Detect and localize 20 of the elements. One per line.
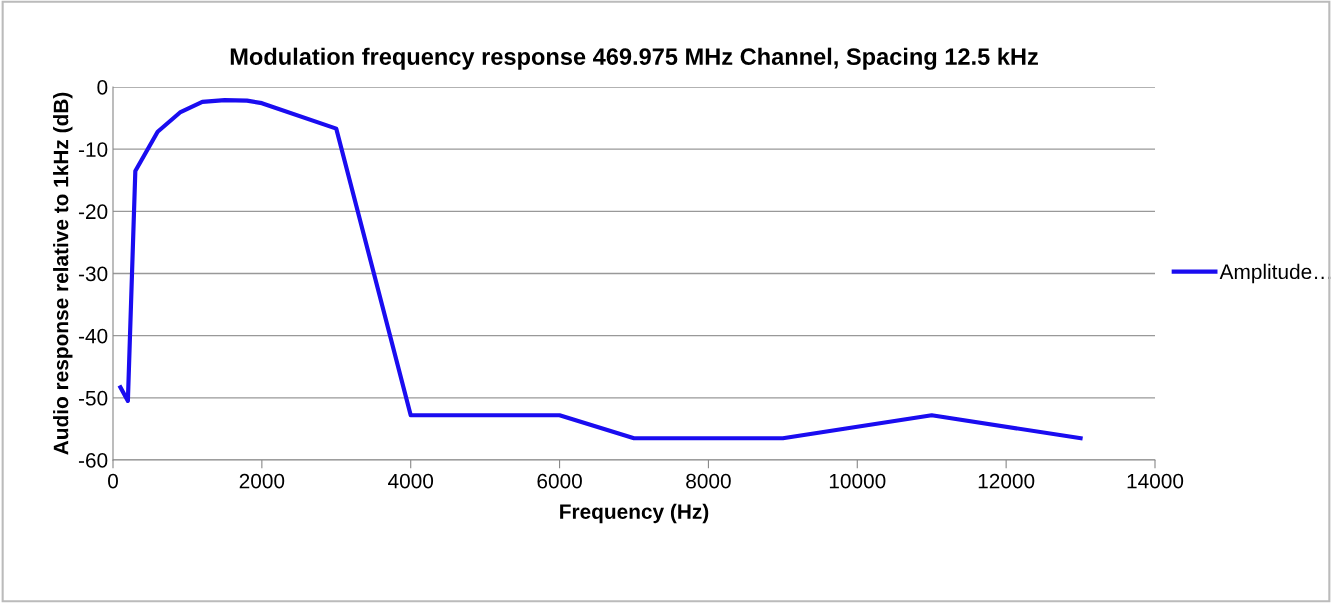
- chart-title: Modulation frequency response 469.975 MHz Channel, Spacing 12.5 kHz: [230, 47, 1038, 70]
- y-axis-title: Audio response relative to 1kHz (dB): [53, 92, 73, 455]
- x-tick-label: 0: [108, 473, 118, 489]
- line-series: [118, 97, 1083, 441]
- x-tick-label: 4000: [388, 473, 434, 489]
- x-tick-label: 12000: [978, 473, 1035, 489]
- y-tick-label: -60: [78, 453, 108, 468]
- x-tick-label: 10000: [829, 473, 886, 489]
- y-tick-label: -20: [78, 204, 108, 220]
- y-tick-label: -30: [78, 266, 108, 282]
- x-axis-title: Frequency (Hz): [560, 503, 709, 524]
- y-tick-label: 0: [97, 80, 108, 95]
- y-tick-label: -10: [78, 142, 108, 157]
- y-tick-label: -50: [78, 390, 108, 406]
- x-tick-label: 6000: [537, 473, 582, 489]
- y-tick-label: -40: [78, 328, 108, 344]
- legend-label: Amplitude…: [1219, 263, 1331, 284]
- x-tick-label: 14000: [1127, 473, 1184, 489]
- x-tick-label: 8000: [686, 473, 731, 489]
- x-tick-label: 2000: [239, 473, 285, 489]
